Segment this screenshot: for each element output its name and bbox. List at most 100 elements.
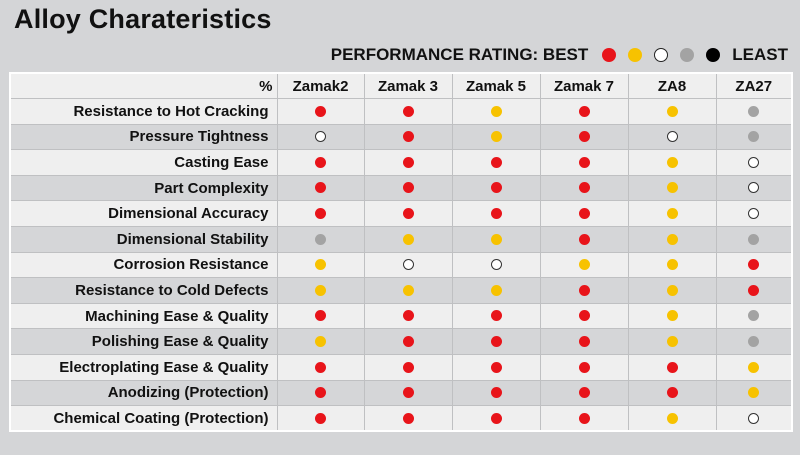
- alloy-characteristics-table: % Zamak2 Zamak 3 Zamak 5 Zamak 7 ZA8 ZA27 Res…: [9, 72, 793, 433]
- rating-dot-yellow-icon: [490, 233, 502, 245]
- rating-dot-red-icon: [315, 105, 326, 117]
- rating-cell: [363, 123, 453, 151]
- rating-cell: [627, 174, 717, 202]
- rating-cell: [363, 354, 453, 381]
- rating-cell: [715, 405, 793, 432]
- rating-dot-red-icon: [490, 336, 502, 347]
- rating-cell: [715, 379, 793, 407]
- rating-cell: [715, 302, 793, 330]
- rating-dot-white-icon: [748, 182, 760, 194]
- rating-cell: [627, 251, 717, 279]
- table-row: Polishing Ease & Quality: [9, 328, 793, 356]
- rating-dot-yellow-icon: [666, 208, 678, 220]
- column-header: Zamak2: [276, 72, 365, 100]
- rating-cell: [363, 328, 453, 356]
- legend-label: PERFORMANCE RATING: BEST: [330, 45, 589, 64]
- table-header-row: % Zamak2 Zamak 3 Zamak 5 Zamak 7 ZA8 ZA27: [9, 72, 793, 100]
- rating-cell: [276, 251, 365, 279]
- rating-dot-red-icon: [402, 336, 414, 347]
- rating-cell: [276, 200, 365, 228]
- rating-dot-red-icon: [402, 208, 414, 220]
- rating-cell: [276, 123, 365, 151]
- table-row: Electroplating Ease & Quality: [9, 354, 793, 381]
- rating-cell: [451, 98, 541, 125]
- rating-dot-gray-icon: [748, 310, 760, 322]
- rating-cell: [363, 379, 453, 407]
- rating-cell: [715, 174, 793, 202]
- rating-dot-red-icon: [490, 156, 502, 168]
- rating-cell: [451, 405, 541, 432]
- rating-dot-yellow-icon: [748, 361, 760, 373]
- corner-header: %: [9, 72, 278, 100]
- rating-dot-red-icon: [748, 259, 760, 271]
- rating-cell: [451, 123, 541, 151]
- rating-cell: [276, 277, 365, 304]
- rating-dot-red-icon: [490, 387, 502, 399]
- rating-dot-red-icon: [402, 156, 414, 168]
- rating-dot-yellow-icon: [666, 412, 678, 424]
- rating-dot-white-icon: [490, 259, 502, 271]
- rating-cell: [627, 226, 717, 253]
- rating-cell: [363, 174, 453, 202]
- rating-cell: [276, 354, 365, 381]
- rating-cell: [363, 98, 453, 125]
- rating-dot-red-icon: [578, 361, 590, 373]
- rating-cell: [627, 379, 717, 407]
- rating-cell: [715, 277, 793, 304]
- rating-dot-red-icon: [578, 105, 590, 117]
- rating-cell: [276, 226, 365, 253]
- rating-dot-white-icon: [402, 259, 414, 271]
- table-row: Dimensional Stability: [9, 226, 793, 253]
- rating-cell: [539, 405, 629, 432]
- legend-dot-gray-icon: [680, 48, 695, 62]
- rating-dot-gray-icon: [748, 233, 760, 245]
- rating-dot-yellow-icon: [666, 284, 678, 296]
- legend-dot-black-icon: [706, 48, 721, 62]
- rating-cell: [276, 98, 365, 125]
- rating-dot-red-icon: [666, 387, 678, 399]
- rating-cell: [627, 328, 717, 356]
- rating-cell: [363, 251, 453, 279]
- rating-cell: [451, 302, 541, 330]
- rating-cell: [627, 354, 717, 381]
- row-label: Dimensional Stability: [9, 226, 278, 253]
- rating-dot-red-icon: [402, 105, 414, 117]
- rating-cell: [363, 149, 453, 176]
- row-label: Anodizing (Protection): [9, 379, 278, 407]
- rating-dot-red-icon: [748, 284, 760, 296]
- rating-dot-red-icon: [315, 412, 326, 424]
- legend-dot-white-icon: [654, 48, 669, 62]
- rating-dot-yellow-icon: [315, 259, 326, 271]
- rating-dot-red-icon: [402, 412, 414, 424]
- rating-dot-red-icon: [578, 387, 590, 399]
- rating-cell: [363, 277, 453, 304]
- rating-cell: [451, 379, 541, 407]
- rating-cell: [715, 200, 793, 228]
- row-label: Machining Ease & Quality: [9, 302, 278, 330]
- rating-cell: [451, 251, 541, 279]
- rating-dot-red-icon: [402, 361, 414, 373]
- row-label: Corrosion Resistance: [9, 251, 278, 279]
- rating-dot-gray-icon: [748, 336, 760, 347]
- table-row: Corrosion Resistance: [9, 251, 793, 279]
- rating-dot-yellow-icon: [666, 336, 678, 347]
- row-label: Resistance to Hot Cracking: [9, 98, 278, 125]
- rating-dot-red-icon: [490, 208, 502, 220]
- column-header: Zamak 3: [363, 72, 453, 100]
- row-label: Chemical Coating (Protection): [9, 405, 278, 432]
- rating-dot-yellow-icon: [490, 131, 502, 143]
- rating-dot-red-icon: [578, 336, 590, 347]
- rating-dot-white-icon: [666, 131, 678, 143]
- rating-cell: [715, 149, 793, 176]
- row-label: Pressure Tightness: [9, 123, 278, 151]
- rating-dot-yellow-icon: [315, 336, 326, 347]
- rating-cell: [539, 200, 629, 228]
- rating-dot-white-icon: [748, 412, 760, 424]
- rating-cell: [627, 123, 717, 151]
- row-label: Casting Ease: [9, 149, 278, 176]
- rating-cell: [539, 98, 629, 125]
- row-label: Polishing Ease & Quality: [9, 328, 278, 356]
- rating-dot-red-icon: [315, 361, 326, 373]
- rating-dot-red-icon: [578, 412, 590, 424]
- rating-dot-red-icon: [315, 156, 326, 168]
